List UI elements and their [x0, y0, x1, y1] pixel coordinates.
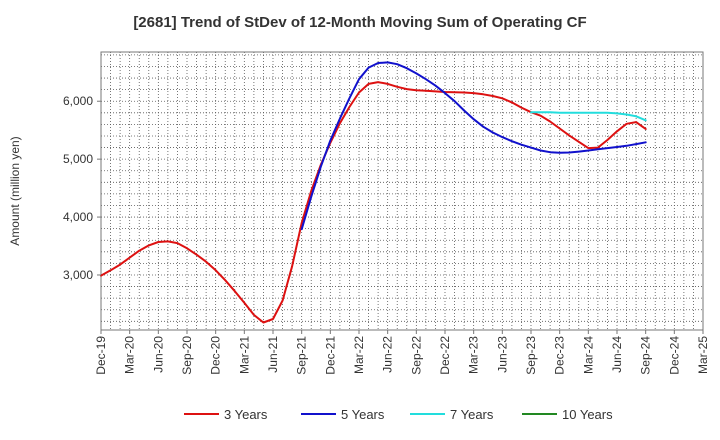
x-tick-label: Jun-24 — [610, 336, 624, 373]
x-tick-label: Jun-20 — [151, 336, 165, 373]
x-tick-label: Dec-22 — [438, 336, 452, 375]
legend-label: 3 Years — [224, 407, 268, 422]
x-tick-label: Jun-22 — [381, 336, 395, 373]
y-axis-label: Amount (million yen) — [8, 136, 22, 245]
y-tick-label: 5,000 — [63, 152, 93, 166]
series-line-3-years — [100, 81, 647, 324]
x-tick-label: Dec-19 — [94, 336, 108, 375]
x-tick-label: Sep-22 — [409, 336, 423, 375]
x-tick-label: Dec-24 — [667, 336, 681, 375]
x-tick-label: Mar-24 — [581, 336, 595, 374]
x-tick-label: Dec-23 — [553, 336, 567, 375]
plot-area — [100, 51, 704, 331]
series-lines — [100, 61, 647, 324]
legend-label: 7 Years — [450, 407, 494, 422]
x-tick-label: Mar-22 — [352, 336, 366, 374]
x-tick-label: Mar-20 — [123, 336, 137, 374]
x-tick-label: Dec-21 — [323, 336, 337, 375]
y-tick-label: 6,000 — [63, 94, 93, 108]
series-line-5-years — [300, 61, 647, 231]
x-tick-label: Jun-21 — [266, 336, 280, 373]
x-tick-label: Mar-25 — [696, 336, 710, 374]
x-tick-label: Mar-21 — [237, 336, 251, 374]
x-tick-label: Mar-23 — [467, 336, 481, 374]
x-tick-label: Sep-24 — [639, 336, 653, 375]
x-tick-label: Jun-23 — [495, 336, 509, 373]
x-tick-label: Sep-21 — [295, 336, 309, 375]
x-tick-label: Dec-20 — [209, 336, 223, 375]
x-axis-ticks: Dec-19 Mar-20 Jun-20 Sep-20 Dec-20 Mar-21 Jun-… — [94, 330, 710, 375]
legend-label: 10 Years — [562, 407, 613, 422]
x-tick-label: Sep-23 — [524, 336, 538, 375]
series-line-7-years — [530, 111, 647, 122]
x-tick-label: Sep-20 — [180, 336, 194, 375]
y-tick-label: 3,000 — [63, 268, 93, 282]
legend: 3 Years 5 Years 7 Years 10 Years — [184, 407, 613, 422]
grid — [100, 52, 704, 330]
y-tick-label: 4,000 — [63, 210, 93, 224]
y-axis-ticks: 3,000 4,000 5,000 6,000 — [63, 94, 101, 282]
chart-title: [2681] Trend of StDev of 12-Month Moving… — [133, 14, 587, 31]
legend-label: 5 Years — [341, 407, 385, 422]
